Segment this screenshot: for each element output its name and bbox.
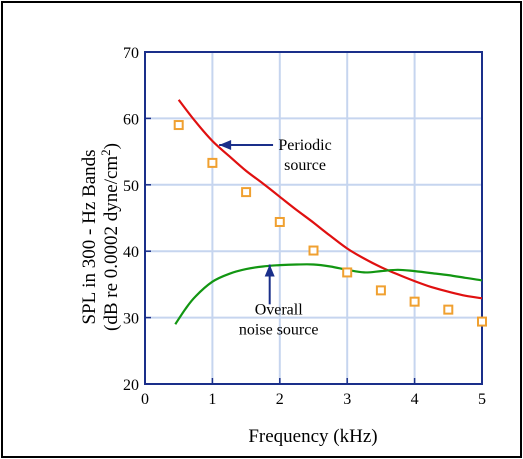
y-tick-label: 20: [123, 377, 139, 394]
y-axis-label-line2-prefix: (dB re 0.0002 dyne/cm: [101, 156, 122, 331]
y-tick-label: 40: [123, 244, 139, 261]
grid: [144, 51, 483, 385]
y-axis-ticks: 20 30 40 50 60 70: [123, 45, 151, 394]
periodic-annotation-text: source: [284, 157, 326, 174]
periodic-arrow-head: [219, 139, 232, 150]
y-tick-label: 70: [123, 45, 139, 62]
data-point-marker: [477, 316, 487, 327]
x-tick-label: 5: [478, 391, 486, 408]
y-axis-label: SPL in 300 - Hz Bands (dB re 0.0002 dyne…: [79, 143, 122, 331]
y-tick-label: 60: [123, 111, 139, 128]
x-tick-label: 4: [411, 391, 419, 408]
data-point-marker: [409, 296, 420, 307]
data-point-marker: [443, 304, 454, 315]
y-axis-label-line2: (dB re 0.0002 dyne/cm2): [98, 143, 122, 331]
x-axis-ticks: 0 1 2 3 4 5: [141, 378, 486, 408]
data-point-marker: [342, 267, 353, 278]
overall-noise-source-line: [174, 263, 483, 325]
y-tick-label: 50: [123, 178, 139, 195]
y-axis-label-line1: SPL in 300 - Hz Bands: [79, 149, 100, 324]
y-axis-label-line2-suffix: ): [101, 143, 122, 149]
data-point-marker: [274, 216, 285, 227]
plot-area: [144, 51, 483, 385]
annotations: Periodic source Overall noise source: [219, 137, 332, 338]
data-point-marker: [207, 157, 218, 168]
overall-annotation-text: Overall: [255, 301, 304, 318]
overall-annotation-text: noise source: [239, 321, 319, 338]
x-tick-label: 2: [276, 391, 284, 408]
series: [173, 99, 487, 327]
x-tick-label: 3: [343, 391, 351, 408]
data-point-marker: [241, 187, 252, 198]
x-axis-label: Frequency (kHz): [248, 426, 377, 447]
data-point-marker: [173, 120, 184, 131]
overall-arrow-head: [264, 264, 275, 277]
data-point-marker: [375, 285, 386, 296]
periodic-source-line: [177, 99, 483, 300]
periodic-annotation-text: Periodic: [278, 137, 331, 154]
x-tick-label: 0: [141, 391, 149, 408]
x-tick-label: 1: [208, 391, 216, 408]
y-tick-label: 30: [123, 311, 139, 328]
data-point-marker: [308, 245, 319, 256]
y-axis-label-superscript: 2: [98, 149, 113, 156]
